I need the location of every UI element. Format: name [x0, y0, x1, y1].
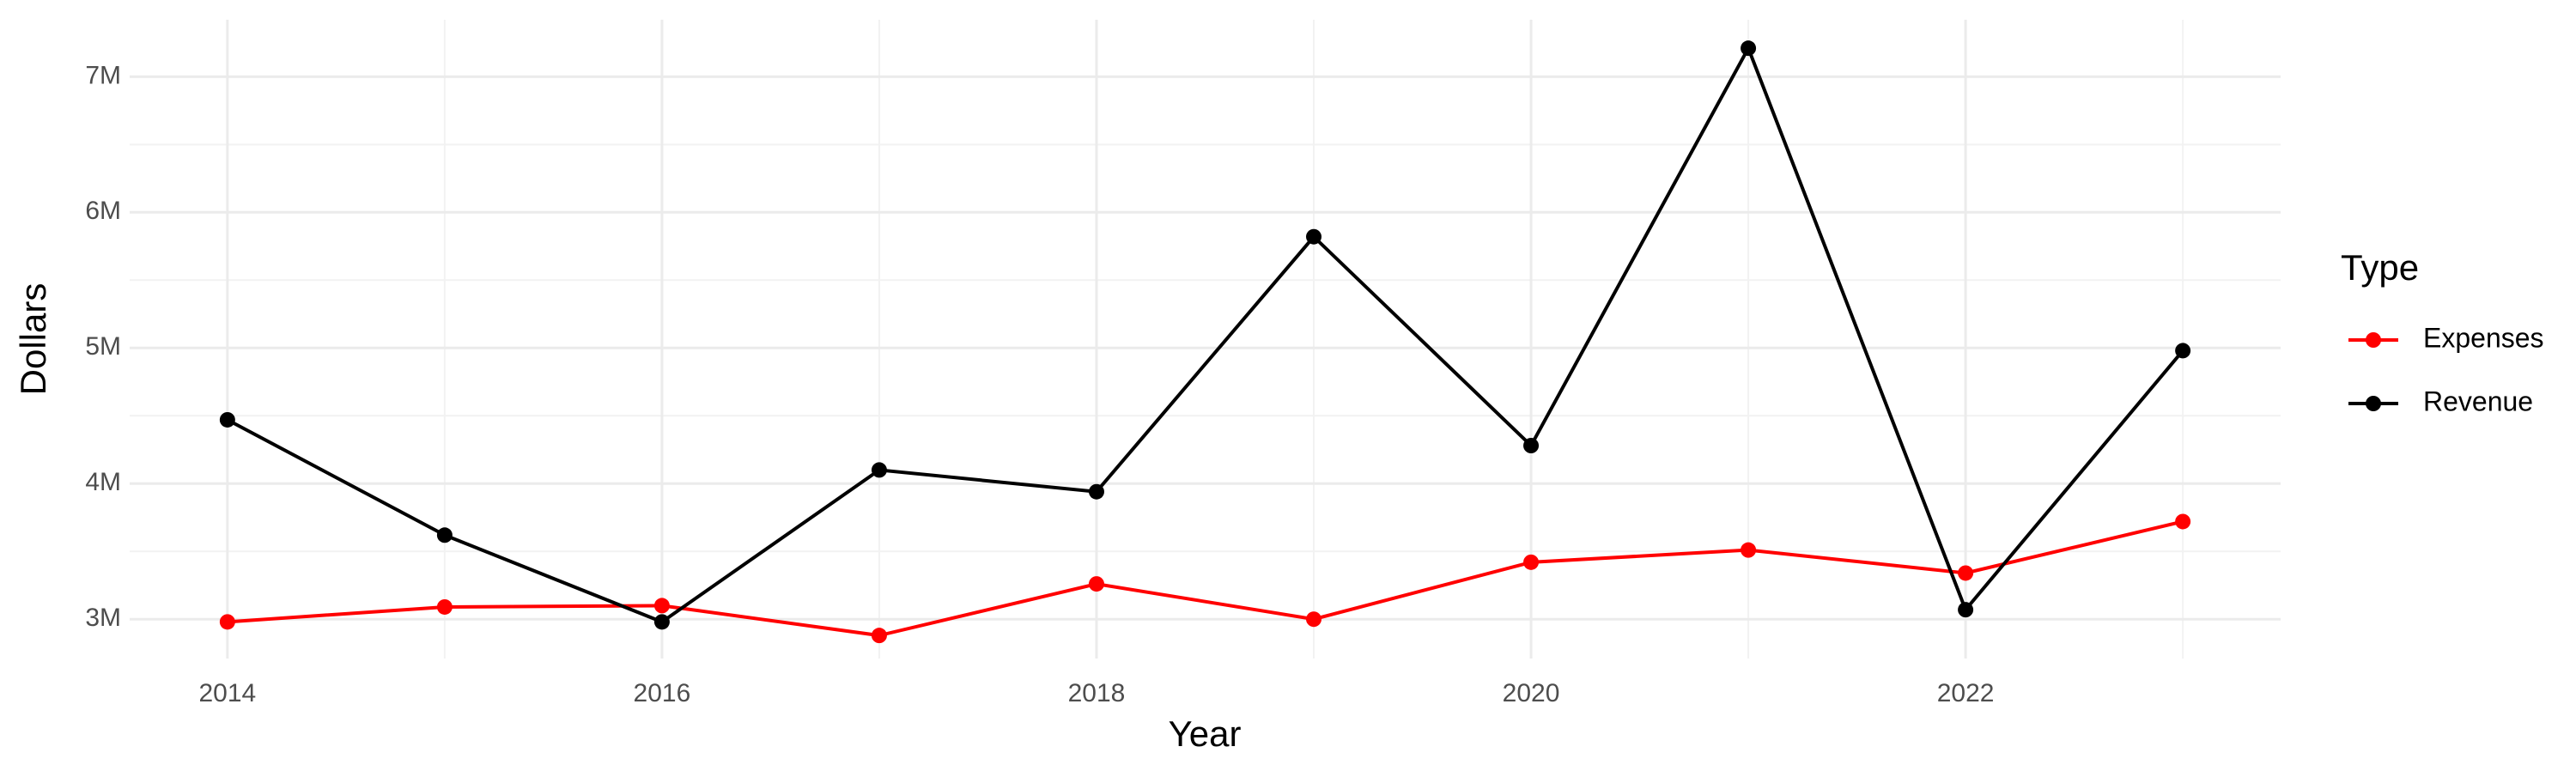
- data-point: [1088, 576, 1104, 592]
- legend-key-point: [2366, 396, 2381, 411]
- y-tick-label: 3M: [85, 604, 121, 632]
- x-tick-label: 2016: [634, 679, 691, 707]
- data-point: [871, 462, 887, 478]
- data-point: [436, 598, 453, 615]
- x-axis-title: Year: [1169, 713, 1242, 754]
- data-point: [1306, 611, 1322, 628]
- data-point: [1523, 554, 1540, 570]
- data-point: [1958, 602, 1974, 618]
- series-line: [226, 44, 2184, 624]
- x-tick-label: 2022: [1937, 679, 1995, 707]
- y-tick-label: 5M: [85, 332, 121, 361]
- legend-title: Type: [2341, 247, 2419, 288]
- legend-label: Revenue: [2423, 385, 2533, 416]
- data-point: [436, 527, 453, 543]
- data-point: [1958, 565, 1974, 581]
- data-point: [653, 614, 670, 630]
- legend-label: Expenses: [2423, 322, 2544, 353]
- x-tick-label: 2018: [1068, 679, 1126, 707]
- y-tick-label: 4M: [85, 468, 121, 496]
- data-point: [1088, 483, 1104, 500]
- y-axis-title: Dollars: [13, 283, 53, 396]
- y-tick-label: 7M: [85, 61, 121, 89]
- series-line: [227, 519, 2184, 638]
- data-point: [219, 411, 235, 428]
- data-point: [1741, 542, 1757, 558]
- data-point: [653, 598, 670, 614]
- data-point: [219, 614, 235, 630]
- data-point: [871, 628, 887, 644]
- data-point: [1523, 438, 1540, 453]
- data-point: [2175, 513, 2191, 530]
- data-point: [1306, 228, 1322, 245]
- data-point: [1741, 40, 1757, 57]
- y-tick-label: 6M: [85, 197, 121, 225]
- data-point: [2175, 343, 2191, 359]
- legend-key-point: [2366, 332, 2381, 348]
- x-tick-label: 2020: [1503, 679, 1560, 707]
- x-tick-label: 2014: [198, 679, 256, 707]
